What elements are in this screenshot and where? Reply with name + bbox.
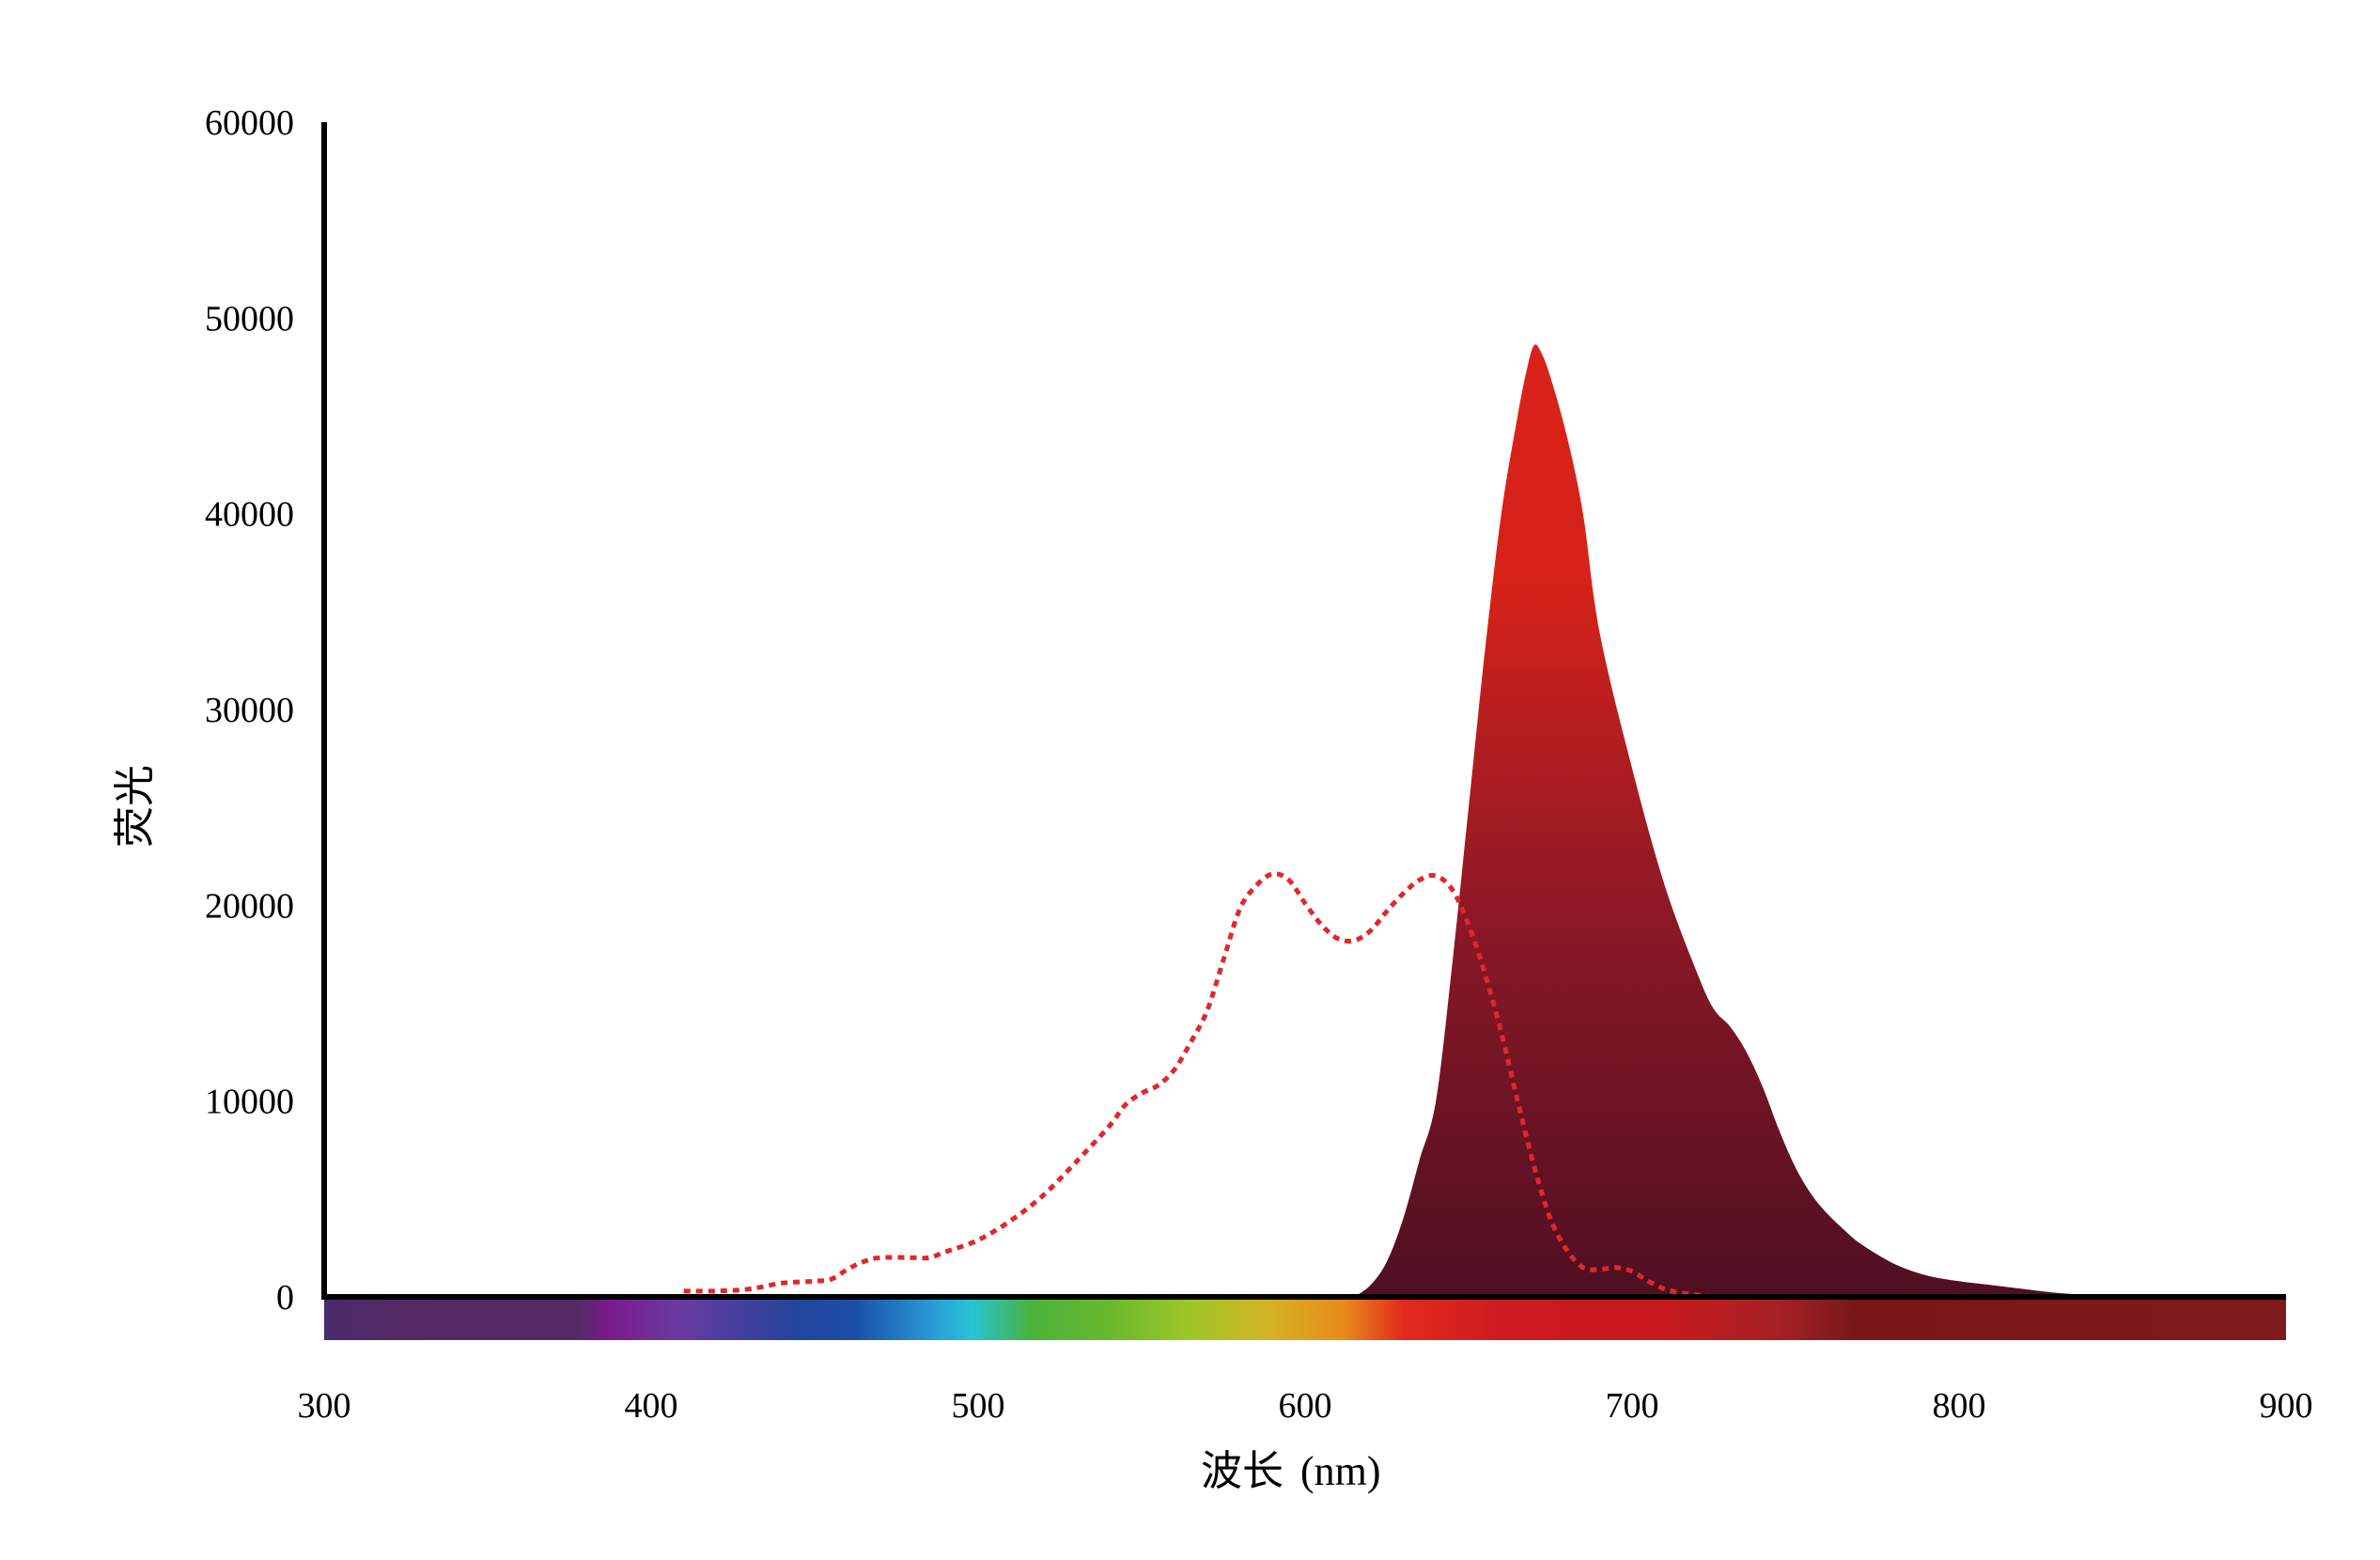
x-axis-title-unit: (nm) xyxy=(1300,1448,1381,1494)
excitation-spectrum-line xyxy=(683,871,1715,1300)
x-tick-label: 700 xyxy=(1606,1386,1659,1426)
y-tick-labels: 0 10000 20000 30000 40000 50000 60000 xyxy=(205,103,294,1318)
x-axis-title-text: 波长 xyxy=(1201,1447,1283,1495)
y-tick-label: 60000 xyxy=(205,103,294,143)
y-tick-label: 40000 xyxy=(205,495,294,535)
y-axis-title: 荧光 xyxy=(111,765,159,848)
x-axis-title: 波长 (nm) xyxy=(1201,1447,1381,1495)
emission-spectrum-area xyxy=(1354,344,2286,1298)
series-layer xyxy=(683,344,2286,1300)
x-tick-label: 800 xyxy=(1933,1386,1986,1426)
x-tick-label: 600 xyxy=(1279,1386,1332,1426)
x-tick-label: 400 xyxy=(625,1386,678,1426)
wavelength-spectrum-bar xyxy=(324,1297,2286,1340)
y-tick-label: 50000 xyxy=(205,299,294,338)
x-tick-labels: 300 400 500 600 700 800 900 xyxy=(298,1386,2313,1426)
y-tick-label: 30000 xyxy=(205,691,294,730)
x-tick-label: 500 xyxy=(952,1386,1005,1426)
x-tick-label: 300 xyxy=(298,1386,351,1426)
y-tick-label: 0 xyxy=(276,1278,294,1318)
x-tick-label: 900 xyxy=(2260,1386,2313,1426)
y-tick-label: 20000 xyxy=(205,886,294,926)
y-tick-label: 10000 xyxy=(205,1083,294,1122)
